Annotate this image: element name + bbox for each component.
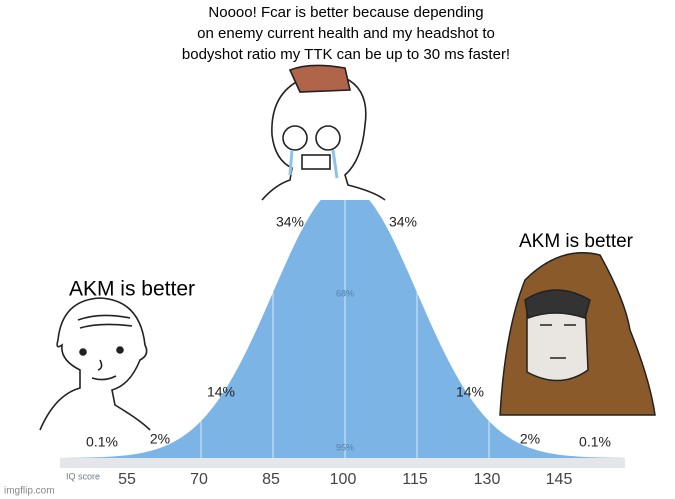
- axis-bar: [60, 458, 625, 468]
- percent-label: 14%: [207, 384, 235, 400]
- inner-label: 68%: [336, 288, 354, 298]
- left-caption: AKM is better: [69, 278, 195, 301]
- curve-labels: 0.1% 2% 14% 34% 34% 14% 2% 0.1% 68% 95% 55 70 85 100 1…: [86, 214, 611, 489]
- top-character: [261, 64, 386, 201]
- caption-line: Noooo! Fcar is better because depending: [208, 4, 483, 21]
- percent-label: 0.1%: [579, 434, 611, 450]
- axis-label: IQ score: [66, 471, 100, 481]
- axis-tick-label: 70: [190, 471, 208, 488]
- watermark: imgflip.com: [4, 486, 55, 497]
- top-caption: Noooo! Fcar is better because depending o…: [182, 4, 510, 63]
- axis-tick-label: 55: [118, 471, 136, 488]
- axis-tick-label: 85: [262, 471, 280, 488]
- caption-line: on enemy current health and my headshot …: [197, 25, 495, 42]
- percent-label: 0.1%: [86, 434, 118, 450]
- left-character: [39, 297, 151, 431]
- bell-curve: [60, 185, 625, 458]
- percent-label: 14%: [456, 384, 484, 400]
- inner-label: 95%: [336, 442, 354, 452]
- percent-label: 2%: [150, 431, 170, 447]
- axis-tick-label: 115: [402, 471, 428, 488]
- percent-label: 34%: [389, 214, 417, 230]
- axis-tick-label: 130: [474, 471, 501, 488]
- axis-tick-label: 100: [330, 471, 357, 488]
- percent-label: 34%: [276, 214, 304, 230]
- percent-label: 2%: [520, 431, 540, 447]
- right-caption: AKM is better: [519, 231, 634, 252]
- layout: [39, 64, 656, 468]
- axis-tick-label: 145: [546, 471, 573, 488]
- right-character: [499, 252, 656, 416]
- caption-line: bodyshot ratio my TTK can be up to 30 ms…: [182, 46, 510, 63]
